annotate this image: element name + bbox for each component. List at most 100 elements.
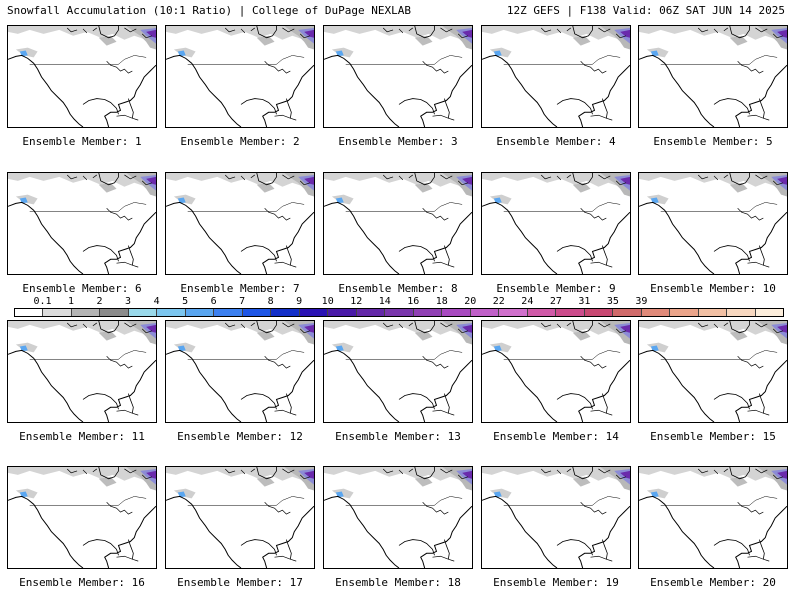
snowfall-region bbox=[572, 330, 591, 341]
north-america-map bbox=[324, 321, 472, 422]
coastline bbox=[580, 502, 607, 515]
legend-tick-label: 14 bbox=[378, 296, 391, 307]
snowfall-region bbox=[414, 476, 433, 487]
coastline bbox=[264, 356, 291, 369]
coastline bbox=[432, 409, 455, 416]
legend-color-swatch bbox=[71, 309, 101, 316]
legend-tick-label: 7 bbox=[239, 296, 246, 307]
coastline bbox=[432, 261, 455, 268]
north-america-map bbox=[639, 26, 787, 127]
coastline bbox=[324, 201, 472, 274]
snowfall-region bbox=[729, 35, 748, 46]
snowfall-region bbox=[777, 324, 787, 333]
legend-tick-label: 4 bbox=[153, 296, 160, 307]
coastline bbox=[224, 27, 311, 39]
snowfall-region bbox=[324, 173, 472, 187]
snowfall-region bbox=[462, 324, 472, 333]
snowfall-region bbox=[98, 476, 117, 487]
legend-tick-label: 2 bbox=[96, 296, 103, 307]
ensemble-member-label: Ensemble Member: 16 bbox=[19, 576, 145, 589]
snowfall-region bbox=[572, 35, 591, 46]
coastline bbox=[443, 539, 450, 560]
ensemble-member-map bbox=[7, 172, 157, 275]
legend-color-swatch bbox=[527, 309, 557, 316]
border-line bbox=[187, 496, 305, 506]
coastline bbox=[590, 114, 613, 121]
coastline bbox=[127, 393, 134, 414]
ensemble-member-map bbox=[481, 320, 631, 423]
coastline bbox=[729, 173, 750, 186]
legend-tick-label: 0.1 bbox=[33, 296, 52, 307]
coastline bbox=[285, 539, 292, 560]
legend-color-swatch bbox=[670, 309, 699, 316]
coastline bbox=[432, 555, 455, 562]
snowfall-region bbox=[646, 47, 669, 58]
border-line bbox=[660, 350, 778, 360]
legend-tick-label: 27 bbox=[549, 296, 562, 307]
coastline bbox=[82, 245, 119, 262]
north-america-map bbox=[324, 26, 472, 127]
border-line bbox=[503, 496, 621, 506]
ensemble-member-map bbox=[481, 25, 631, 128]
coastline bbox=[127, 98, 134, 119]
legend-color-swatch bbox=[242, 309, 272, 316]
north-america-map bbox=[324, 467, 472, 568]
coastline bbox=[82, 539, 119, 556]
coastline bbox=[747, 114, 770, 121]
snowfall-region bbox=[462, 29, 472, 38]
snowfall-region bbox=[620, 176, 630, 185]
snowfall-region bbox=[646, 342, 669, 353]
coastline bbox=[601, 539, 608, 560]
snowfall-region bbox=[146, 470, 156, 479]
legend-color-swatch bbox=[727, 309, 756, 316]
snowfall-region bbox=[256, 182, 275, 193]
coastline bbox=[256, 321, 277, 334]
coastline bbox=[422, 208, 449, 221]
ensemble-member-label: Ensemble Member: 6 bbox=[22, 282, 142, 295]
coastline bbox=[737, 208, 764, 221]
legend-color-swatch bbox=[556, 309, 585, 316]
snowfall-region bbox=[620, 324, 630, 333]
ensemble-member-map bbox=[638, 172, 788, 275]
coastline bbox=[240, 393, 277, 410]
coastline bbox=[697, 468, 784, 480]
snowfall-region bbox=[620, 470, 630, 479]
border-line bbox=[187, 202, 305, 212]
snowfall-region bbox=[15, 47, 38, 58]
legend-tick-label: 24 bbox=[521, 296, 534, 307]
snowfall-region bbox=[304, 176, 314, 185]
coastline bbox=[256, 173, 277, 186]
coastline bbox=[737, 502, 764, 515]
snowfall-region bbox=[15, 342, 38, 353]
border-line bbox=[29, 496, 147, 506]
border-line bbox=[29, 350, 147, 360]
legend-tick-label: 3 bbox=[125, 296, 132, 307]
snowfall-region bbox=[146, 176, 156, 185]
coastline bbox=[758, 245, 765, 266]
coastline bbox=[398, 98, 435, 115]
north-america-map bbox=[166, 321, 314, 422]
ensemble-member-map bbox=[323, 172, 473, 275]
ensemble-member-label: Ensemble Member: 9 bbox=[496, 282, 616, 295]
coastline bbox=[66, 27, 153, 39]
ensemble-member-label: Ensemble Member: 1 bbox=[22, 135, 142, 148]
legend-tick-label: 12 bbox=[350, 296, 363, 307]
north-america-map bbox=[8, 173, 156, 274]
snowfall-region bbox=[256, 35, 275, 46]
coastline bbox=[414, 173, 435, 186]
ensemble-member-map bbox=[638, 466, 788, 569]
north-america-map bbox=[8, 321, 156, 422]
ensemble-member-label: Ensemble Member: 7 bbox=[180, 282, 300, 295]
snowfall-region bbox=[572, 182, 591, 193]
coastline bbox=[264, 502, 291, 515]
coastline bbox=[713, 393, 750, 410]
legend-color-swatch bbox=[755, 309, 784, 316]
snowfall-region bbox=[324, 26, 472, 40]
coastline bbox=[572, 26, 593, 39]
coastline bbox=[398, 539, 435, 556]
snowfall-region bbox=[15, 488, 38, 499]
coastline bbox=[729, 321, 750, 334]
north-america-map bbox=[639, 173, 787, 274]
legend-color-swatch bbox=[214, 309, 243, 316]
coastline bbox=[82, 98, 119, 115]
